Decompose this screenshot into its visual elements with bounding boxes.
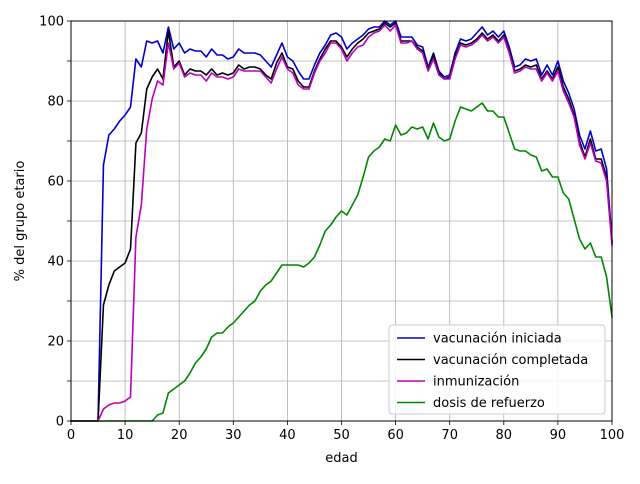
x-tick-label: 50 (333, 428, 350, 443)
y-tick-label: 80 (47, 95, 64, 110)
legend-box (388, 324, 606, 415)
y-tick-label: 40 (47, 255, 64, 270)
x-tick-label: 30 (225, 428, 242, 443)
x-tick-label: 100 (600, 428, 625, 443)
x-tick-label: 90 (550, 428, 567, 443)
axis-ticks: 0 10 20 30 40 50 60 70 80 90 100 0 20 40 60 80 100 (39, 15, 624, 444)
series-line-3 (70, 102, 613, 422)
y-tick-label: 0 (56, 415, 64, 430)
y-tick-label: 20 (47, 335, 64, 350)
x-tick-label: 20 (171, 428, 188, 443)
legend-label: inmunización (433, 375, 519, 390)
series-lines (70, 20, 613, 422)
legend-label: vacunación completada (433, 353, 588, 368)
x-tick-label: 70 (441, 428, 458, 443)
series-line-0 (70, 20, 613, 422)
x-tick-label: 60 (387, 428, 404, 443)
x-tick-label: 40 (279, 428, 296, 443)
x-tick-label: 80 (496, 428, 513, 443)
y-tick-label: 60 (47, 175, 64, 190)
series-line-2 (70, 24, 613, 422)
y-tick-label: 100 (39, 15, 64, 30)
legend: vacunación iniciada vacunación completada… (388, 324, 606, 415)
x-tick-label: 10 (117, 428, 134, 443)
legend-label: vacunación iniciada (433, 332, 562, 347)
series-line-1 (70, 22, 613, 422)
y-axis-label: % del grupo etario (13, 161, 28, 282)
legend-label: dosis de refuerzo (433, 396, 545, 411)
x-axis-label: edad (325, 451, 357, 466)
x-tick-label: 0 (67, 428, 75, 443)
